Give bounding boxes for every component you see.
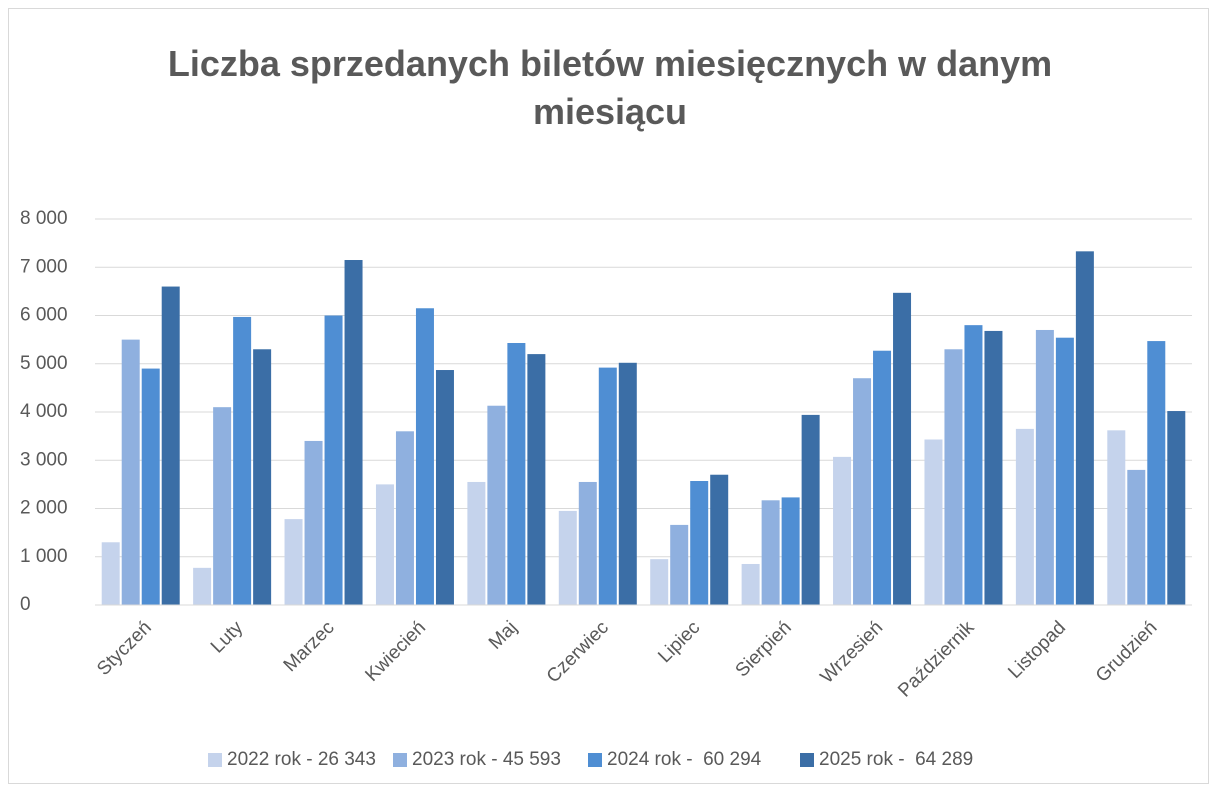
bar <box>558 510 577 605</box>
bar <box>415 308 434 605</box>
y-tick-label: 7 000 <box>20 256 68 277</box>
bar <box>670 524 689 605</box>
x-tick-label: Maj <box>485 617 522 654</box>
y-tick-label: 8 000 <box>20 208 68 229</box>
bar <box>435 370 454 605</box>
x-tick-label: Kwiecień <box>361 617 430 686</box>
bar <box>141 368 160 605</box>
bar <box>598 367 617 605</box>
bar <box>781 497 800 605</box>
bar <box>741 563 760 605</box>
legend-label: 2025 rok - 64 289 <box>819 749 973 770</box>
chart-title: Liczba sprzedanych biletów miesięcznych … <box>167 43 1053 132</box>
bar <box>853 378 872 605</box>
bar <box>467 481 486 605</box>
bar <box>1075 251 1094 605</box>
bar <box>833 456 852 605</box>
legend-label: 2023 rok - 45 593 <box>412 749 561 770</box>
bar <box>873 350 892 605</box>
bar <box>193 567 212 605</box>
y-tick-label: 0 <box>20 594 31 615</box>
bar <box>344 260 363 605</box>
bar <box>395 431 414 605</box>
legend-swatch <box>208 753 222 767</box>
x-tick-label: Październik <box>894 617 979 702</box>
x-tick-label: Luty <box>207 617 248 658</box>
bar <box>233 316 252 605</box>
x-tick-label: Lipiec <box>654 617 704 667</box>
bar <box>964 325 983 605</box>
bar <box>304 440 323 605</box>
bar <box>121 339 140 605</box>
legend-label: 2024 rok - 60 294 <box>607 749 762 770</box>
bar <box>213 407 232 605</box>
bar <box>924 439 943 605</box>
bar <box>253 349 272 605</box>
bar <box>324 315 343 605</box>
bar <box>1055 337 1074 605</box>
bar <box>1015 428 1034 605</box>
bar <box>893 292 912 605</box>
bar <box>375 484 394 605</box>
bar <box>618 362 637 605</box>
bar <box>1167 411 1186 605</box>
legend-swatch <box>393 753 407 767</box>
y-tick-label: 3 000 <box>20 449 68 470</box>
chart-border <box>8 8 1209 784</box>
bar <box>284 519 303 605</box>
bar <box>650 559 669 605</box>
bar <box>944 349 963 605</box>
legend-swatch <box>588 753 602 767</box>
y-tick-label: 5 000 <box>20 353 68 374</box>
x-tick-label: Marzec <box>280 617 339 676</box>
bar <box>507 343 526 605</box>
bar <box>801 414 820 605</box>
bar <box>487 405 506 605</box>
y-tick-label: 1 000 <box>20 546 68 567</box>
bar <box>161 286 180 605</box>
y-tick-label: 6 000 <box>20 305 68 326</box>
bar <box>1127 469 1146 605</box>
bar <box>984 330 1003 605</box>
x-tick-label: Listopad <box>1004 617 1070 683</box>
bar <box>710 474 729 605</box>
bar <box>1035 329 1054 605</box>
x-tick-label: Grudzień <box>1092 617 1161 686</box>
legend-label: 2022 rok - 26 343 <box>227 749 376 770</box>
bar <box>761 500 780 605</box>
bar <box>527 354 546 605</box>
y-tick-label: 2 000 <box>20 498 68 519</box>
bar <box>101 542 120 605</box>
x-tick-label: Wrzesień <box>817 617 888 688</box>
bar <box>578 481 597 605</box>
x-tick-label: Czerwiec <box>543 617 613 687</box>
y-tick-label: 4 000 <box>20 401 68 422</box>
x-tick-label: Styczeń <box>93 617 156 680</box>
bar <box>690 480 709 605</box>
bar <box>1107 430 1126 605</box>
x-tick-label: Sierpień <box>732 617 796 681</box>
legend-swatch <box>800 753 814 767</box>
bar <box>1147 341 1166 605</box>
